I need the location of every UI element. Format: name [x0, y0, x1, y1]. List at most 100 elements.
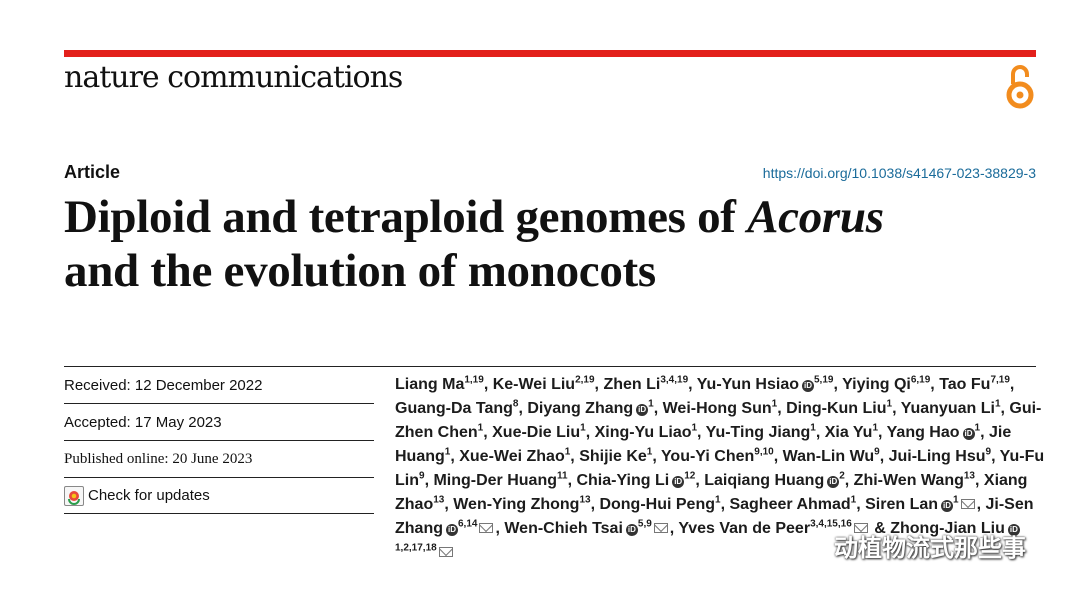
affiliation-number: 1 [691, 422, 698, 434]
email-icon[interactable] [479, 523, 494, 533]
orcid-icon[interactable]: iD [802, 380, 814, 392]
affiliation-number: 13 [433, 494, 445, 506]
author-name[interactable]: Wei-Hong Sun [662, 400, 772, 417]
email-icon[interactable] [853, 523, 868, 533]
author-name[interactable]: Dong-Hui Peng [599, 496, 715, 513]
orcid-icon[interactable]: iD [672, 476, 685, 488]
author-name[interactable]: Jui-Ling Hsu [888, 448, 986, 465]
dates-panel: Received: 12 December 2022 Accepted: 17 … [64, 367, 374, 514]
check-updates-icon [64, 485, 84, 506]
author-name[interactable]: Chia-Ying Li [576, 472, 670, 489]
title-genus: Acorus [747, 191, 884, 243]
affiliation-number: 5,9 [637, 518, 652, 530]
affiliation-number: 1 [444, 446, 451, 458]
author-name[interactable]: Gui-Zhen Chen [395, 400, 1042, 441]
author-name[interactable]: Xue-Wei Zhao [459, 448, 565, 465]
author-name[interactable]: Tao Fu [939, 376, 991, 393]
author-name[interactable]: Liang Ma [395, 376, 465, 393]
affiliation-number: 1,2,17,18 [395, 542, 437, 554]
author-name[interactable]: Diyang Zhang [527, 400, 634, 417]
accepted-date: Accepted: 17 May 2023 [64, 404, 374, 441]
orcid-icon[interactable]: iD [941, 500, 954, 512]
author-name[interactable]: Yiying Qi [842, 376, 911, 393]
header-red-bar [64, 50, 1036, 57]
affiliation-number: 1 [850, 494, 857, 506]
author-name[interactable]: Ke-Wei Liu [492, 376, 576, 393]
affiliation-number: 1,19 [464, 374, 484, 386]
affiliation-number: 9 [419, 470, 425, 482]
wechat-icon [800, 534, 828, 556]
author-name[interactable]: Ming-Der Huang [433, 472, 557, 489]
check-updates-button[interactable]: Check for updates [64, 478, 374, 514]
author-name[interactable]: Xia Yu [824, 424, 873, 441]
doi-link[interactable]: https://doi.org/10.1038/s41467-023-38829… [762, 165, 1036, 181]
author-name[interactable]: Wen-Ying Zhong [453, 496, 580, 513]
affiliation-number: 9,10 [754, 446, 774, 458]
article-type-label: Article [64, 162, 121, 182]
author-name[interactable]: Yu-Yun Hsiao [696, 376, 799, 393]
author-name[interactable]: Xiang Zhao [395, 472, 1028, 513]
author-name[interactable]: Guang-Da Tang [395, 400, 513, 417]
author-name[interactable]: Wan-Lin Wu [782, 448, 875, 465]
affiliation-number: 1 [646, 446, 653, 458]
affiliation-number: 1 [994, 398, 1001, 410]
section-divider [64, 366, 1036, 367]
affiliation-number: 1 [872, 422, 879, 434]
affiliation-number: 5,19 [814, 374, 834, 386]
email-icon[interactable] [653, 523, 668, 533]
orcid-icon[interactable]: iD [446, 524, 458, 536]
affiliation-number: 1 [580, 422, 586, 434]
affiliation-number: 6,19 [910, 374, 931, 386]
affiliation-number: 1 [886, 398, 893, 410]
affiliation-number: 6,14 [458, 518, 478, 530]
author-list: Liang Ma1,19, Ke-Wei Liu2,19, Zhen Li3,4… [395, 373, 1045, 565]
orcid-icon[interactable]: iD [636, 404, 649, 416]
orcid-icon[interactable]: iD [827, 476, 840, 488]
author-name[interactable]: Yu-Ting Jiang [705, 424, 811, 441]
check-updates-label: Check for updates [88, 487, 210, 504]
author-name[interactable]: Yuanyuan Li [900, 400, 995, 417]
author-name[interactable]: Zhong-Jian Liu [890, 520, 1005, 537]
author-name[interactable]: You-Yi Chen [660, 448, 755, 465]
author-name[interactable]: Wen-Chieh Tsai [504, 520, 623, 537]
orcid-icon[interactable]: iD [1007, 524, 1020, 536]
author-name[interactable]: Ding-Kun Liu [786, 400, 887, 417]
affiliation-number: 2 [839, 470, 845, 482]
orcid-icon[interactable]: iD [625, 524, 638, 536]
author-name[interactable]: Xue-Die Liu [492, 424, 581, 441]
author-name[interactable]: Siren Lan [865, 496, 939, 513]
author-name[interactable]: Zhi-Wen Wang [853, 472, 964, 489]
email-icon[interactable] [960, 499, 975, 509]
affiliation-number: 1 [477, 422, 484, 434]
affiliation-number: 13 [579, 494, 591, 506]
affiliation-number: 8 [512, 398, 519, 410]
affiliation-number: 1 [564, 446, 571, 458]
published-date: Published online: 20 June 2023 [64, 441, 374, 478]
affiliation-number: 3,4,19 [660, 374, 689, 386]
author-name[interactable]: Shijie Ke [579, 448, 647, 465]
affiliation-number: 3,4,15,16 [810, 518, 852, 530]
author-name[interactable]: Sagheer Ahmad [729, 496, 851, 513]
article-title: Diploid and tetraploid genomes of Acorus… [64, 191, 884, 297]
author-name[interactable]: Yves Van de Peer [678, 520, 811, 537]
open-access-icon [1006, 65, 1034, 109]
affiliation-number: 9 [985, 446, 992, 458]
author-name[interactable]: Laiqiang Huang [704, 472, 825, 489]
watermark-text: 动植物流式那些事 [834, 534, 1026, 562]
author-name[interactable]: Yang Hao [886, 424, 960, 441]
affiliation-number: 1 [953, 494, 959, 506]
email-icon[interactable] [438, 547, 453, 557]
author-name[interactable]: Zhen Li [603, 376, 661, 393]
received-date: Received: 12 December 2022 [64, 367, 374, 404]
affiliation-number: 13 [963, 470, 975, 482]
author-name[interactable]: Ji-Sen Zhang [395, 496, 1034, 537]
author-name[interactable]: Xing-Yu Liao [594, 424, 692, 441]
affiliation-number: 1 [715, 494, 721, 506]
author-name[interactable]: Jie Huang [395, 424, 1012, 465]
affiliation-number: 12 [684, 470, 696, 482]
author-name[interactable]: Yu-Fu Lin [395, 448, 1045, 489]
affiliation-number: 7,19 [990, 374, 1010, 386]
affiliation-number: 11 [557, 470, 568, 482]
orcid-icon[interactable]: iD [962, 428, 975, 440]
affiliation-number: 2,19 [575, 374, 595, 386]
